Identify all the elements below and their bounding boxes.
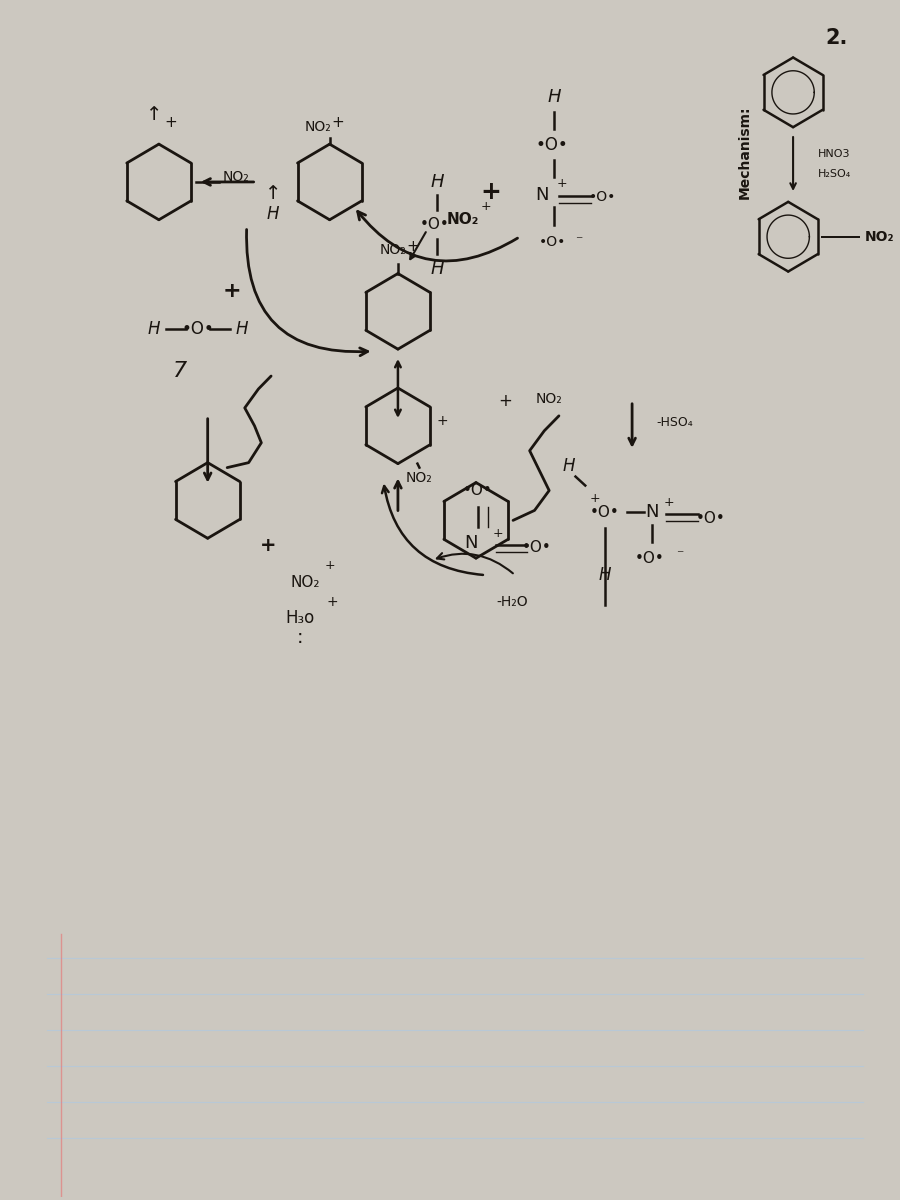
FancyArrowPatch shape: [247, 229, 368, 355]
Text: H: H: [430, 173, 444, 191]
Text: ↑: ↑: [265, 185, 281, 203]
Text: H: H: [266, 205, 279, 223]
Text: 2.: 2.: [826, 28, 848, 48]
Text: +: +: [406, 239, 419, 254]
Text: N: N: [464, 534, 478, 552]
Text: NO₂: NO₂: [380, 242, 407, 257]
Text: NO₂: NO₂: [291, 575, 320, 589]
Text: +: +: [260, 535, 276, 554]
Text: -H₂O: -H₂O: [496, 595, 528, 608]
Text: •O•: •O•: [464, 484, 493, 498]
Text: 7: 7: [174, 361, 187, 382]
Text: N: N: [536, 186, 549, 204]
Text: H₃o: H₃o: [285, 608, 315, 626]
Text: +: +: [436, 414, 447, 428]
Text: +: +: [327, 595, 338, 608]
Text: +: +: [590, 492, 600, 505]
Text: H: H: [562, 457, 575, 475]
Text: H: H: [148, 320, 160, 338]
Text: •O•: •O•: [536, 136, 569, 154]
Text: H: H: [236, 320, 248, 338]
Text: NO₂: NO₂: [222, 170, 249, 184]
Text: NO₂: NO₂: [536, 392, 562, 406]
Text: •O•: •O•: [590, 190, 616, 204]
Text: NO₂: NO₂: [406, 470, 433, 485]
Text: HNO3: HNO3: [817, 149, 850, 160]
Text: ⁻: ⁻: [676, 548, 683, 563]
Text: •O•: •O•: [420, 217, 450, 233]
Text: •O•: •O•: [634, 551, 664, 565]
Text: H: H: [430, 259, 444, 277]
Text: +: +: [556, 178, 567, 191]
Text: NO₂: NO₂: [304, 120, 331, 134]
FancyArrowPatch shape: [436, 553, 513, 574]
Text: •O•: •O•: [696, 511, 725, 526]
Text: +: +: [331, 115, 344, 130]
Text: +: +: [164, 115, 177, 130]
Text: H₂SO₄: H₂SO₄: [817, 169, 850, 179]
Text: NO₂: NO₂: [864, 229, 894, 244]
Text: :: :: [297, 629, 303, 647]
Text: +: +: [492, 527, 503, 540]
Text: •O•: •O•: [522, 540, 552, 554]
Text: •O•: •O•: [182, 320, 214, 338]
Text: +: +: [481, 180, 501, 204]
Text: +: +: [324, 559, 335, 571]
Text: •O•: •O•: [590, 505, 620, 520]
Text: Mechanism:: Mechanism:: [737, 106, 751, 199]
Text: +: +: [223, 282, 241, 301]
FancyArrowPatch shape: [357, 211, 518, 260]
Text: ⁻: ⁻: [575, 235, 583, 248]
FancyArrowPatch shape: [382, 486, 483, 575]
Text: NO₂: NO₂: [447, 212, 480, 227]
Text: N: N: [645, 504, 659, 522]
Text: •O•: •O•: [538, 235, 566, 248]
Text: +: +: [499, 392, 512, 410]
Text: ↑: ↑: [146, 104, 162, 124]
Text: -HSO₄: -HSO₄: [656, 416, 693, 430]
Text: +: +: [481, 200, 491, 214]
Text: H: H: [547, 89, 561, 107]
Text: +: +: [664, 496, 674, 509]
Text: H: H: [598, 566, 611, 584]
